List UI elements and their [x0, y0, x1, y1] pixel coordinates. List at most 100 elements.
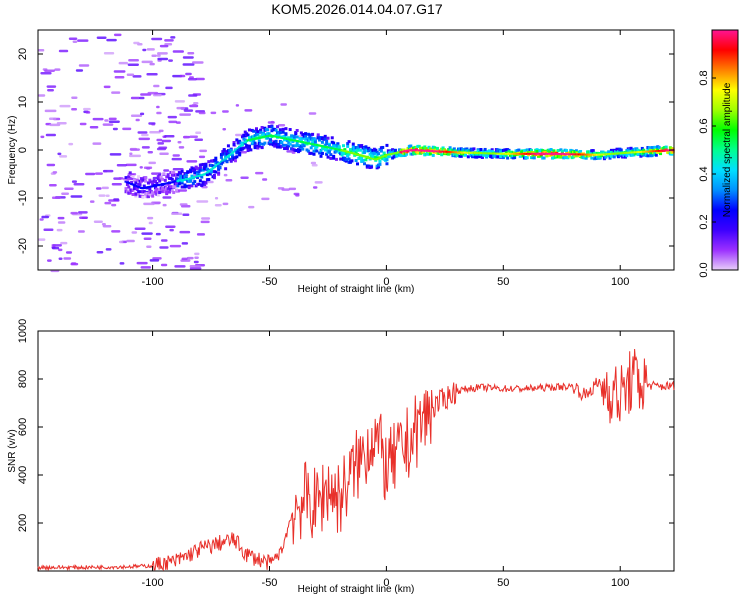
spectrogram-ridge-cell — [588, 154, 592, 158]
spectrogram-ridge-cell — [385, 158, 389, 162]
spectrogram-ridge-cell — [608, 156, 612, 160]
spectrogram-noise-cell — [102, 169, 114, 173]
spectrogram-noise-cell — [77, 230, 85, 233]
spectrogram-ridge-cell — [309, 146, 313, 150]
spectrogram-noise-cell — [122, 127, 132, 131]
spectrogram-noise-cell — [189, 135, 198, 139]
spectrogram-noise-cell — [102, 224, 112, 228]
spectrogram-noise-cell — [214, 203, 222, 207]
spectrogram-noise-cell — [57, 216, 65, 220]
spectrogram-ridge-cell — [614, 150, 618, 154]
snr-y-tick-label: 1000 — [17, 319, 29, 343]
spectrogram-ridge-cell — [201, 162, 205, 166]
spectrogram-noise-cell — [118, 240, 124, 244]
spectrogram-ridge-cell — [493, 153, 497, 157]
spectrogram-noise-cell — [59, 104, 71, 108]
spectrogram-ridge-cell — [221, 160, 225, 164]
spectrogram-noise-cell — [186, 160, 198, 163]
spectrogram-ridge-cell — [219, 155, 223, 159]
spectrogram-ridge-cell — [646, 154, 650, 158]
spectrogram-ridge-cell — [302, 144, 306, 148]
spectrogram-ridge-cell — [417, 144, 421, 148]
spectrogram-ridge-cell — [138, 183, 142, 187]
spectrogram-ridge-cell — [194, 165, 198, 169]
spectrogram-ridge-cell — [478, 155, 482, 159]
spectrogram-noise-cell — [111, 182, 122, 186]
spectrogram-ridge-cell — [385, 162, 389, 166]
spectrogram-ridge-core — [205, 171, 209, 174]
spectrogram-ridge-cell — [166, 175, 170, 179]
spectrogram-noise-cell — [136, 261, 148, 265]
spectrogram-noise-cell — [181, 257, 188, 261]
spectrogram-ridge-cell — [175, 182, 179, 186]
spectrogram-ridge-cell — [291, 144, 295, 148]
spectrogram-ridge-cell — [214, 159, 218, 163]
spectrogram-ridge-cell — [378, 162, 382, 166]
spectrogram-noise-cell — [46, 163, 56, 167]
spectrogram-noise-cell — [77, 39, 89, 42]
figure-title: KOM5.2026.014.04.07.G17 — [271, 1, 442, 17]
spectrogram-noise-cell — [78, 211, 88, 214]
spectrogram-ridge-cell — [225, 159, 229, 163]
spectrogram-ridge-cell — [545, 153, 549, 157]
spectrogram-ridge-cell — [196, 167, 200, 171]
spectrogram-ridge-cell — [124, 176, 128, 180]
spectrogram-ridge-cell — [459, 154, 463, 158]
spectrogram-noise-cell — [225, 179, 233, 182]
spectrogram-ridge-cell — [169, 185, 173, 189]
spectrogram-ridge-cell — [137, 175, 141, 179]
spectrogram-ridge-cell — [517, 148, 521, 152]
spectrogram-noise-cell — [94, 172, 103, 175]
spectrogram-noise-cell — [71, 180, 78, 183]
spectrogram-ridge-cell — [204, 162, 208, 166]
spectrogram-noise-cell — [194, 138, 204, 142]
spectrogram-noise-cell — [207, 180, 214, 184]
snr-y-label: SNR (v/v) — [7, 429, 18, 472]
spectrogram-noise-cell — [70, 211, 78, 215]
spectrogram-ridge-cell — [205, 173, 209, 177]
spectrogram-ridge-cell — [329, 156, 333, 160]
spectrogram-noise-cell — [141, 146, 150, 149]
spectrogram-ridge-cell — [274, 142, 278, 146]
spectrogram-noise-cell — [223, 173, 228, 177]
spectrogram-ridge-cell — [361, 158, 365, 162]
spectrogram-ridge-cell — [559, 154, 563, 158]
spectrogram-noise-cell — [46, 259, 52, 262]
spectrogram-ridge-cell — [295, 141, 299, 145]
spectrogram-ridge-cell — [168, 190, 172, 194]
spectrogram-ridge-cell — [616, 150, 620, 154]
spectrogram-ridge-cell — [204, 164, 208, 168]
spectrogram-ridge-cell — [448, 146, 452, 150]
spectrogram-ridge-cell — [280, 140, 284, 144]
spectrogram-ridge-cell — [190, 174, 194, 178]
spectrogram-ridge-cell — [475, 155, 479, 159]
spectrogram-ridge-cell — [142, 190, 146, 194]
spectrogram-ridge-cell — [163, 188, 167, 192]
spectrogram-noise-cell — [141, 232, 153, 235]
spectrogram-ridge-cell — [311, 143, 315, 147]
spectrogram-ridge-cell — [238, 153, 242, 157]
spectrogram-ridge-cell — [270, 125, 274, 129]
spectrogram-noise-cell — [71, 108, 78, 111]
spectrogram-y-tick-label: 0 — [17, 147, 29, 153]
spectrogram-ridge-cell — [364, 158, 368, 162]
spectrogram-ridge-cell — [125, 182, 129, 186]
spectrogram-noise-cell — [175, 121, 181, 124]
spectrogram-ridge-cell — [253, 141, 257, 145]
spectrogram-ridge-cell — [625, 154, 629, 158]
spectrogram-ridge-cell — [346, 144, 350, 148]
spectrogram-ridge-cell — [277, 133, 281, 137]
spectrogram-ridge-cell — [222, 148, 226, 152]
spectrogram-ridge-cell — [153, 179, 157, 183]
spectrogram-ridge-cell — [368, 148, 372, 152]
spectrogram-noise-cell — [210, 111, 217, 115]
spectrogram-ridge-cell — [173, 184, 177, 188]
spectrogram-noise-cell — [156, 54, 161, 57]
spectrogram-noise-cell — [164, 135, 175, 138]
spectrogram-ridge-cell — [374, 148, 378, 152]
spectrogram-noise-cell — [116, 163, 127, 167]
spectrogram-ridge-cell — [266, 128, 270, 132]
spectrogram-noise-cell — [148, 161, 156, 165]
spectrogram-ridge-cell — [218, 165, 222, 169]
spectrogram-ridge-cell — [158, 173, 162, 177]
